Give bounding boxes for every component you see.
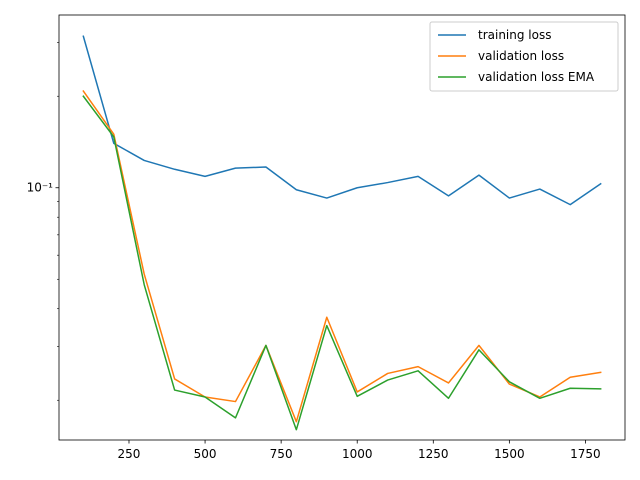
y-axis: 10⁻¹	[27, 42, 59, 401]
legend-label-2: validation loss EMA	[478, 70, 595, 84]
x-tick-label: 250	[118, 447, 141, 461]
x-tick-label: 1750	[570, 447, 601, 461]
x-tick-label: 750	[270, 447, 293, 461]
plot-frame	[58, 14, 626, 441]
legend-label-0: training loss	[478, 28, 551, 42]
series-lines	[82, 35, 602, 431]
x-tick-label: 1500	[494, 447, 525, 461]
legend-label-1: validation loss	[478, 49, 564, 63]
legend-box	[429, 21, 619, 92]
x-tick-label: 500	[194, 447, 217, 461]
x-tick-label: 1250	[418, 447, 449, 461]
series-line-1	[82, 90, 602, 423]
series-line-0	[82, 35, 602, 206]
series-line-2	[82, 95, 602, 431]
x-tick-label: 1000	[342, 447, 373, 461]
y-tick-label: 10⁻¹	[27, 181, 54, 195]
x-axis: 250 500 750 1000 1250 1500 1750	[118, 440, 601, 461]
legend: training loss validation loss validation l…	[429, 21, 619, 92]
